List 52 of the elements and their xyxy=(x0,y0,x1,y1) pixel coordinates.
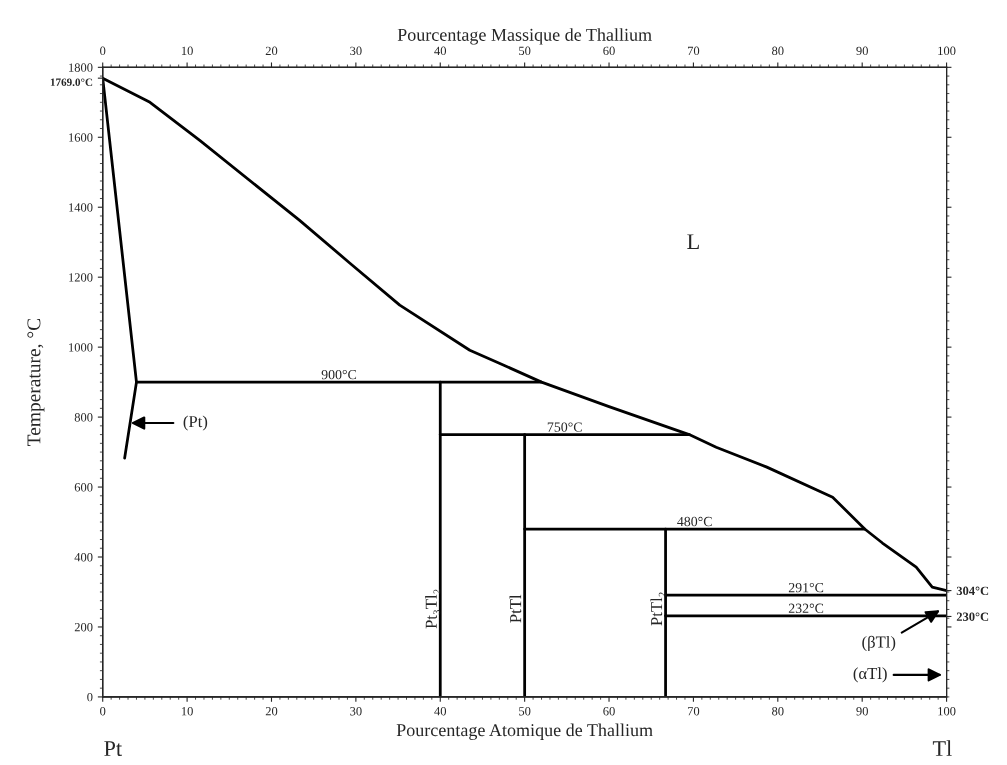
x-tick-label: 70 xyxy=(687,707,700,716)
x-tick-label: 60 xyxy=(603,707,615,716)
y2-tick-label: 304°C xyxy=(956,586,989,596)
annotation: (βTl) xyxy=(862,635,896,652)
x2-tick-label: 50 xyxy=(519,46,531,56)
y2-tick-label: 230°C xyxy=(956,612,989,621)
y-tick-label: 1800 xyxy=(69,63,93,72)
x-tick-label: 30 xyxy=(350,707,362,716)
y-tick-label: 200 xyxy=(74,622,93,632)
series-label: 480°C xyxy=(677,516,712,527)
text: PtTl xyxy=(509,594,522,623)
x2-tick-label: 80 xyxy=(772,46,784,56)
x2-tick-label: 10 xyxy=(181,46,193,56)
x2-tick-label: 30 xyxy=(350,46,362,56)
annotation: L xyxy=(687,234,699,249)
x-tick-label: 50 xyxy=(519,707,531,716)
x-tick-label: 40 xyxy=(434,707,447,716)
x-axis-title: Pourcentage Atomique de Thallium xyxy=(396,723,653,740)
x2-tick-label: 100 xyxy=(938,46,956,56)
y-axis-title: Temperature, °C xyxy=(27,318,45,446)
x-tick-label: 10 xyxy=(181,707,193,716)
x-tick-label: 80 xyxy=(772,707,784,716)
x-tick-label: 0 xyxy=(100,707,106,716)
x-tick-label: 100 xyxy=(938,707,956,716)
x2-tick-label: 40 xyxy=(434,46,447,56)
y-tick-label: 1000 xyxy=(69,343,93,352)
text: PtTl₂ xyxy=(650,592,666,626)
annotation: (αTl) xyxy=(853,667,887,683)
x-tick-label: 20 xyxy=(265,707,278,716)
x-tick-label: 90 xyxy=(856,707,868,716)
annotation: (Pt) xyxy=(183,415,208,431)
series-label: 232°C xyxy=(788,603,824,613)
y-tick-label: 0 xyxy=(87,692,93,702)
y-tick-label: 1600 xyxy=(69,133,93,142)
text: Tl xyxy=(932,740,952,756)
x2-axis-title: Pourcentage Massique de Thallium xyxy=(397,28,652,45)
series-label: 900°C xyxy=(321,369,357,380)
y-tick-label: 1769.0°C xyxy=(50,78,93,87)
y-tick-label: 800 xyxy=(74,413,93,422)
x2-tick-label: 70 xyxy=(687,46,700,56)
y-tick-label: 1400 xyxy=(69,203,93,212)
x2-tick-label: 20 xyxy=(265,46,278,56)
y-tick-label: 600 xyxy=(74,483,93,492)
x2-tick-label: 90 xyxy=(856,46,868,56)
y-tick-label: 1200 xyxy=(69,273,93,282)
x2-tick-label: 0 xyxy=(100,46,106,56)
x2-tick-label: 60 xyxy=(603,46,615,56)
series-label: 291°C xyxy=(788,582,824,593)
text: Pt₃Tl₂ xyxy=(425,589,441,629)
y-tick-label: 400 xyxy=(74,553,93,562)
series-label: 750°C xyxy=(547,422,582,432)
text: Pt xyxy=(104,741,122,756)
